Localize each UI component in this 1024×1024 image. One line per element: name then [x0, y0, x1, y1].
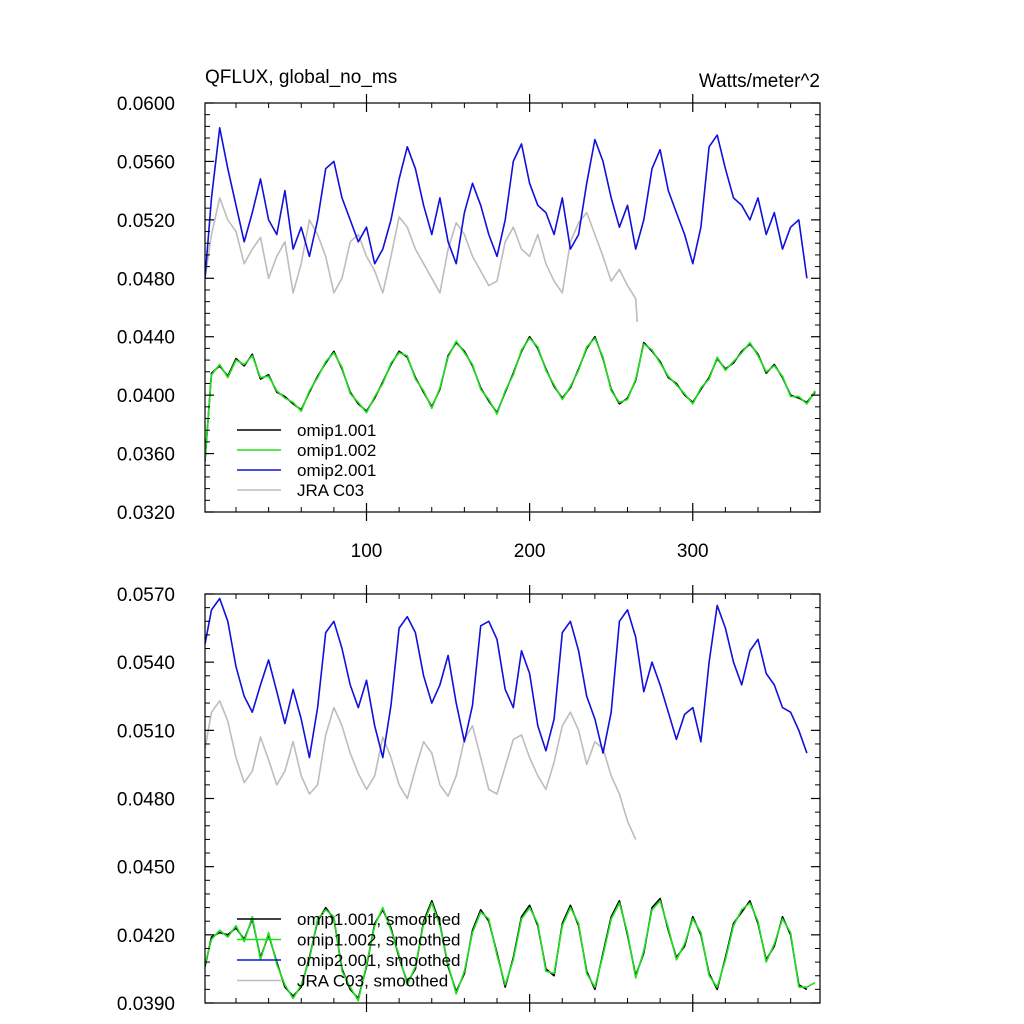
y-tick-label: 0.0320: [117, 503, 175, 524]
y-tick-label: 0.0450: [117, 858, 175, 879]
y-tick-label: 0.0420: [117, 926, 175, 947]
legend-label: JRA C03, smoothed: [297, 972, 448, 991]
y-tick-label: 0.0600: [117, 94, 175, 115]
series-line-jra: [205, 197, 639, 323]
legend-label: omip2.001: [297, 461, 376, 480]
plot-frame: [204, 102, 821, 513]
y-tick-label: 0.0400: [117, 386, 175, 407]
units-label: Watts/meter^2: [699, 71, 820, 92]
y-tick-label: 0.0570: [117, 585, 175, 606]
legend-label: omip1.001: [297, 421, 376, 440]
series-line-jra: [205, 699, 637, 840]
series-line-omip2-001: [205, 127, 808, 279]
y-tick-label: 0.0390: [117, 994, 175, 1015]
y-tick-label: 0.0520: [117, 211, 175, 232]
series-line-omip1-002: [205, 899, 816, 1002]
series-line-omip2-001: [205, 597, 808, 759]
series-line-omip1-002: [205, 337, 816, 460]
legend-label: omip2.001, smoothed: [297, 951, 461, 970]
y-tick-label: 0.0510: [117, 721, 175, 742]
series-lines: [205, 597, 816, 1002]
series-lines: [205, 127, 816, 461]
x-tick-label: 300: [677, 541, 709, 562]
y-tick-label: 0.0480: [117, 269, 175, 290]
y-tick-label: 0.0540: [117, 653, 175, 674]
legend-label: JRA C03: [297, 481, 364, 500]
legend: omip1.001, smoothed omip1.002, smoothedom…: [237, 910, 461, 991]
y-tick-label: 0.0560: [117, 152, 175, 173]
y-tick-label: 0.0440: [117, 328, 175, 349]
bottom-panel: 0.0390 0.0420 0.0450 0.0480 0.0510 0.0540 0.05…: [117, 585, 821, 1015]
x-tick-label: 100: [351, 541, 383, 562]
x-tick-label: 200: [514, 541, 546, 562]
y-tick-label: 0.0480: [117, 790, 175, 811]
legend-label: omip1.001, smoothed: [297, 910, 461, 929]
top-panel: 0.0320 0.0360 0.0400 0.0440 0.0480 0.0520 0.05…: [117, 67, 821, 562]
legend-label: omip1.002: [297, 441, 376, 460]
y-tick-label: 0.0360: [117, 445, 175, 466]
chart-title: QFLUX, global_no_ms: [205, 67, 397, 88]
legend-label: omip1.002, smoothed: [297, 931, 461, 950]
